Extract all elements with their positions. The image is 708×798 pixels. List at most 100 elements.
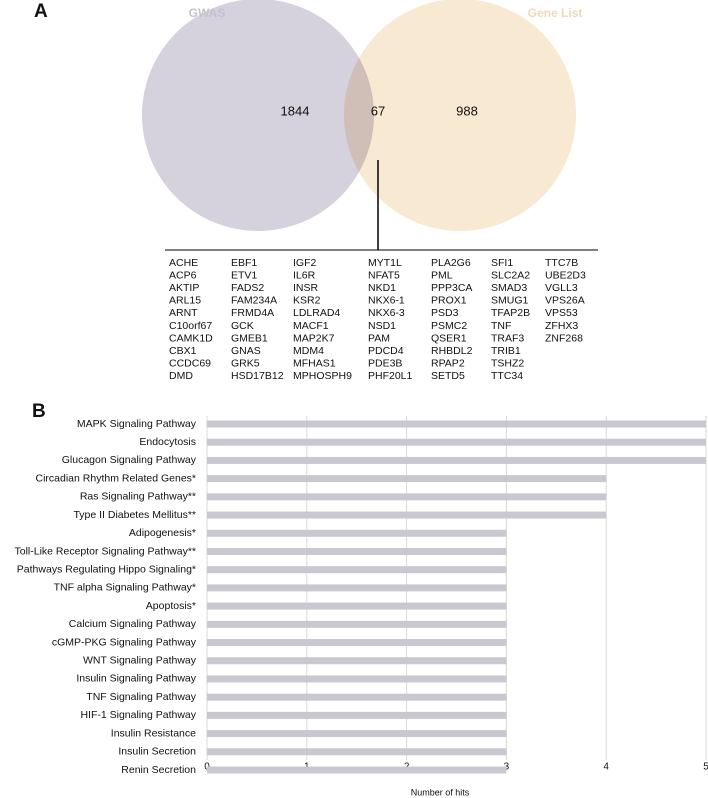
gene-name: MYT1L: [368, 257, 402, 269]
gene-name: SLC2A2: [491, 269, 530, 281]
gene-name: NKD1: [368, 282, 396, 294]
gene-name: EBF1: [231, 257, 257, 269]
count-label: 1844: [281, 103, 310, 118]
bar: [207, 657, 507, 665]
gene-name: NKX6-1: [368, 295, 405, 307]
gene-name: UBE2D3: [545, 269, 586, 281]
gene-name: ARL15: [169, 295, 201, 307]
gene-name: PHF20L1: [368, 370, 413, 382]
gene-name: MDM4: [293, 345, 324, 357]
bar: [207, 766, 507, 774]
y-tick-label: Pathways Regulating Hippo Signaling*: [17, 563, 196, 575]
y-tick-label: Endocytosis: [139, 436, 196, 448]
gene-name: ARNT: [169, 307, 198, 319]
gene-name: PROX1: [431, 295, 467, 307]
bar: [207, 493, 607, 501]
gene-name: SETD5: [431, 370, 465, 382]
bar: [207, 693, 507, 701]
bar: [207, 711, 507, 719]
y-tick-label: Type II Diabetes Mellitus**: [73, 509, 196, 521]
gene-name: GCK: [231, 320, 254, 332]
set-circle: [142, 0, 374, 231]
gene-name: CCDC69: [169, 358, 211, 370]
bar: [207, 675, 507, 683]
gene-name: VPS26A: [545, 295, 585, 307]
set-label: GWAS: [189, 6, 226, 20]
x-tick-label: 4: [603, 762, 609, 773]
y-tick-label: WNT Signaling Pathway: [83, 655, 197, 667]
gene-name: ETV1: [231, 269, 257, 281]
gene-name: NKX6-3: [368, 307, 405, 319]
gene-name: TSHZ2: [491, 358, 524, 370]
bar: [207, 438, 706, 446]
bar: [207, 420, 706, 428]
y-tick-label: Circadian Rhythm Related Genes*: [36, 472, 197, 484]
gene-name: TRAF3: [491, 332, 524, 344]
gene-name: DMD: [169, 370, 193, 382]
gene-name: TFAP2B: [491, 307, 530, 319]
gene-name: PDE3B: [368, 358, 402, 370]
count-label: 67: [371, 103, 385, 118]
y-tick-label: TNF alpha Signaling Pathway*: [54, 582, 196, 594]
y-tick-label: Insulin Secretion: [118, 746, 196, 758]
panel-label: A: [34, 1, 48, 22]
y-tick-label: HIF-1 Signaling Pathway: [80, 709, 196, 721]
bar: [207, 456, 706, 464]
gene-name: VPS53: [545, 307, 578, 319]
gene-name: MAP2K7: [293, 332, 335, 344]
y-tick-label: Renin Secretion: [121, 764, 196, 776]
set-circle: [344, 0, 576, 231]
gene-name: FAM234A: [231, 295, 277, 307]
gene-name: SMUG1: [491, 295, 529, 307]
gene-name: PSMC2: [431, 320, 467, 332]
x-tick-label: 3: [504, 762, 510, 773]
gene-name: PLA2G6: [431, 257, 471, 269]
bar: [207, 602, 507, 610]
y-tick-label: Insulin Resistance: [111, 727, 196, 739]
bar: [207, 475, 607, 483]
bar: [207, 620, 507, 628]
bar: [207, 730, 507, 738]
gene-name: PPP3CA: [431, 282, 472, 294]
y-tick-label: Insulin Signaling Pathway: [76, 673, 196, 685]
count-label: 988: [456, 103, 478, 118]
gene-name: INSR: [293, 282, 319, 294]
bar: [207, 529, 507, 537]
gene-name: ZNF268: [545, 332, 583, 344]
set-label: Gene List: [528, 6, 583, 20]
bar: [207, 547, 507, 555]
bar: [207, 566, 507, 574]
gene-name: PDCD4: [368, 345, 404, 357]
gene-name: IL6R: [293, 269, 316, 281]
gene-name: PAM: [368, 332, 390, 344]
gene-name: KSR2: [293, 295, 321, 307]
y-tick-label: Ras Signaling Pathway**: [80, 491, 196, 503]
gene-name: MPHOSPH9: [293, 370, 352, 382]
x-axis-label: Number of hits: [411, 787, 470, 797]
gene-name: NSD1: [368, 320, 396, 332]
gene-name: FADS2: [231, 282, 264, 294]
gene-name: ACP6: [169, 269, 197, 281]
gene-name: TTC7B: [545, 257, 578, 269]
y-tick-label: Glucagon Signaling Pathway: [62, 454, 197, 466]
gene-name: C10orf67: [169, 320, 212, 332]
gene-name: RHBDL2: [431, 345, 473, 357]
gene-name: PSD3: [431, 307, 459, 319]
gene-name: GRK5: [231, 358, 260, 370]
gene-name: TTC34: [491, 370, 523, 382]
gene-name: FRMD4A: [231, 307, 274, 319]
gene-name: QSER1: [431, 332, 467, 344]
bar: [207, 748, 507, 756]
gene-name: GMEB1: [231, 332, 268, 344]
gene-name: ACHE: [169, 257, 198, 269]
gene-name: HSD17B12: [231, 370, 284, 382]
y-tick-label: MAPK Signaling Pathway: [77, 418, 197, 430]
y-tick-label: Apoptosis*: [146, 600, 196, 612]
panel-label: B: [32, 401, 46, 422]
bar: [207, 639, 507, 647]
gene-name: MFHAS1: [293, 358, 336, 370]
gene-name: MACF1: [293, 320, 329, 332]
gene-name: IGF2: [293, 257, 316, 269]
gene-name: TRIB1: [491, 345, 521, 357]
